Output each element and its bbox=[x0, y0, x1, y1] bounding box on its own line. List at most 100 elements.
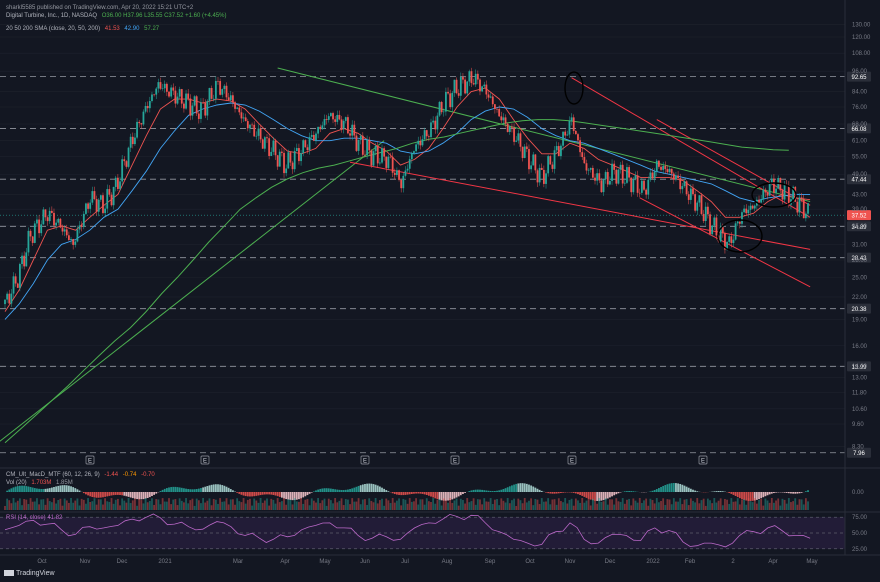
candle-body bbox=[417, 140, 420, 145]
candle-body bbox=[227, 97, 230, 101]
macd-bar bbox=[116, 492, 119, 495]
volume-bar bbox=[551, 499, 554, 510]
volume-bar bbox=[274, 503, 277, 510]
volume-bar bbox=[540, 498, 543, 510]
macd-bar bbox=[679, 483, 682, 492]
macd-bar bbox=[532, 486, 535, 492]
macd-bar bbox=[23, 485, 26, 492]
sma-line-2 bbox=[4, 119, 789, 444]
volume-bar bbox=[402, 498, 405, 510]
candle-body bbox=[263, 137, 266, 149]
macd-bar bbox=[555, 492, 558, 494]
macd-bar bbox=[677, 483, 679, 492]
volume-bar bbox=[93, 498, 96, 510]
rsi-label[interactable]: RSI (14, close) 41.82 bbox=[6, 515, 63, 521]
candle-body bbox=[583, 157, 586, 164]
candle-body bbox=[57, 218, 60, 223]
macd-bar bbox=[29, 487, 32, 492]
macd-bar bbox=[528, 484, 530, 492]
vol-label[interactable]: Vol (20) bbox=[6, 480, 27, 486]
macd-bar bbox=[214, 484, 217, 492]
macd-bar bbox=[758, 492, 760, 500]
level-label-bg bbox=[847, 221, 871, 232]
volume-bar bbox=[95, 504, 98, 510]
candle-body bbox=[385, 156, 388, 168]
volume-bar bbox=[229, 499, 232, 510]
candle-body bbox=[451, 92, 454, 108]
volume-bar bbox=[523, 498, 526, 510]
tradingview-attribution[interactable]: TradingView bbox=[4, 570, 55, 577]
macd-bar bbox=[462, 492, 464, 495]
macd-bar bbox=[551, 492, 554, 494]
candle-body bbox=[323, 119, 326, 126]
candle-body bbox=[44, 209, 47, 218]
y-tick-label: 35.00 bbox=[852, 224, 868, 230]
volume-bar bbox=[538, 504, 541, 510]
volume-bar bbox=[244, 503, 247, 510]
annotation-ellipse bbox=[564, 71, 584, 105]
candle-body bbox=[59, 218, 62, 228]
candle-body bbox=[724, 233, 726, 250]
macd-bar bbox=[598, 492, 601, 501]
candle-body bbox=[123, 159, 126, 162]
volume-bar bbox=[679, 498, 682, 510]
volume-bar bbox=[589, 505, 592, 510]
macd-bar bbox=[738, 492, 741, 499]
candle-body bbox=[494, 104, 496, 109]
level-label-bg bbox=[847, 303, 871, 314]
y-tick-label: 11.80 bbox=[852, 390, 867, 396]
macd-label[interactable]: CM_Ult_MacD_MTF (60, 12, 26, 9) bbox=[6, 472, 100, 478]
volume-bar bbox=[528, 500, 530, 510]
volume-bar bbox=[134, 498, 136, 510]
candle-body bbox=[195, 96, 198, 114]
macd-bar bbox=[310, 492, 313, 493]
macd-bar bbox=[270, 492, 273, 495]
macd-bar bbox=[306, 492, 309, 496]
x-tick-label: Oct bbox=[525, 559, 535, 565]
candle-body bbox=[393, 172, 396, 175]
macd-bar bbox=[308, 492, 311, 494]
rsi-tick-label: 50.00 bbox=[852, 531, 868, 537]
candle-body bbox=[589, 167, 592, 170]
macd-bar bbox=[251, 492, 253, 497]
macd-bar bbox=[327, 488, 330, 492]
volume-bar bbox=[649, 498, 652, 510]
macd-bar bbox=[200, 488, 202, 492]
candle-body bbox=[357, 139, 360, 151]
volume-bar bbox=[65, 500, 68, 510]
candle-body bbox=[517, 133, 520, 141]
volume-bar bbox=[626, 499, 628, 510]
macd-bar bbox=[242, 492, 245, 496]
candle-body bbox=[668, 168, 671, 173]
volume-bar bbox=[715, 502, 718, 510]
volume-bar bbox=[417, 504, 420, 510]
volume-bar bbox=[464, 503, 466, 510]
volume-bar bbox=[696, 498, 699, 510]
candle-body bbox=[506, 123, 509, 132]
macd-bar bbox=[48, 488, 51, 492]
candle-body bbox=[519, 133, 522, 147]
macd-bar bbox=[396, 492, 398, 495]
macd-bar bbox=[587, 492, 590, 499]
earnings-marker bbox=[360, 455, 370, 465]
ma-label[interactable]: 20 50 200 SMA (close, 20, 50, 200) bbox=[6, 26, 101, 32]
volume-bar bbox=[257, 502, 260, 510]
volume-bar bbox=[99, 499, 102, 510]
macd-bar bbox=[732, 492, 735, 495]
y-tick-label: 13.00 bbox=[852, 376, 868, 382]
candle-body bbox=[692, 188, 694, 195]
macd-bar bbox=[432, 492, 435, 498]
macd-bar bbox=[442, 492, 445, 501]
volume-bar bbox=[553, 499, 556, 510]
macd-bar bbox=[127, 492, 130, 497]
macd-bar bbox=[434, 492, 437, 499]
macd-bar bbox=[508, 486, 511, 492]
candle-body bbox=[244, 117, 247, 122]
volume-bar bbox=[68, 502, 70, 510]
candle-body bbox=[675, 175, 677, 180]
macd-bar bbox=[359, 485, 362, 492]
symbol-name[interactable]: Digital Turbine, Inc., 1D, NASDAQ bbox=[6, 13, 98, 19]
volume-bar bbox=[542, 501, 545, 510]
volume-bar bbox=[310, 498, 313, 510]
volume-bar bbox=[664, 504, 667, 510]
